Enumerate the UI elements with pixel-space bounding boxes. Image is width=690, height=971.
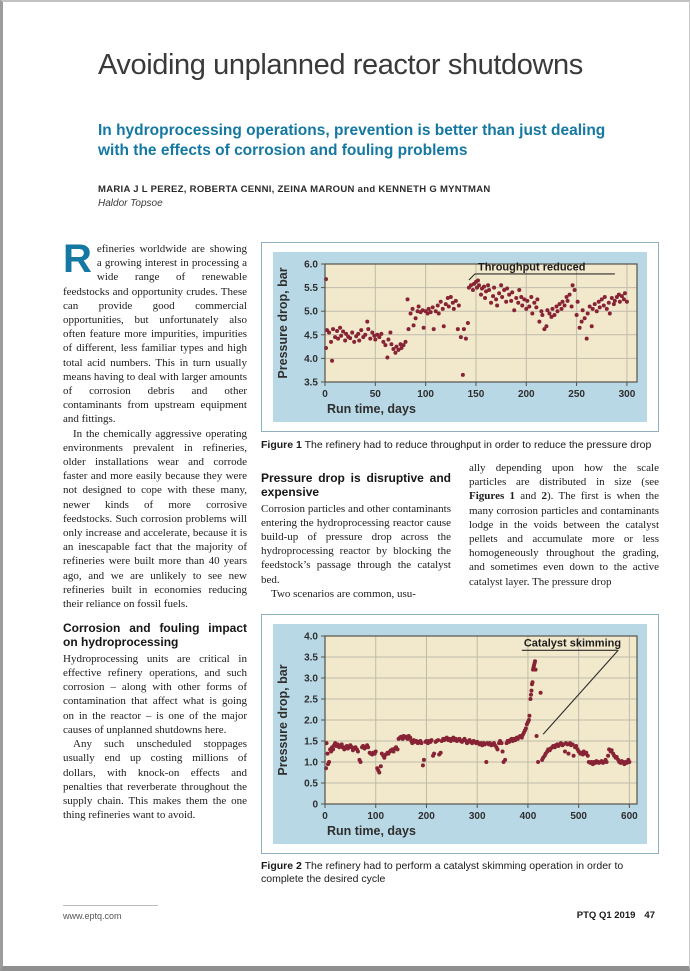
body-column-middle: Pressure drop is disruptive and expensiv… <box>261 461 451 601</box>
svg-text:100: 100 <box>367 811 384 822</box>
figure-2-caption-text: The refinery had to perform a catalyst s… <box>261 860 624 886</box>
svg-text:300: 300 <box>619 389 636 400</box>
figure-1-caption-text: The refinery had to reduce throughput in… <box>301 439 652 451</box>
footer-journal-info: PTQ Q1 2019 47 <box>577 910 655 921</box>
svg-text:3.5: 3.5 <box>304 378 318 389</box>
article-subtitle: In hydroprocessing operations, preventio… <box>98 122 606 160</box>
svg-text:200: 200 <box>518 389 535 400</box>
figure-1-scatter-chart: 0 50 100 150 200 250 300 3.5 4.0 4.5 5.0 5.5 6.0 Run … <box>273 252 647 422</box>
svg-text:Run time, days: Run time, days <box>327 402 416 416</box>
svg-text:5.0: 5.0 <box>304 307 318 318</box>
svg-text:300: 300 <box>469 811 486 822</box>
svg-text:Run time, days: Run time, days <box>327 824 416 838</box>
figure-1-caption-label: Figure 1 <box>261 439 302 451</box>
svg-text:100: 100 <box>417 389 434 400</box>
svg-text:3.5: 3.5 <box>304 653 318 664</box>
svg-text:Catalyst skimming: Catalyst skimming <box>524 638 621 650</box>
paragraph: Hydroprocessing units are critical in ef… <box>63 652 247 736</box>
svg-text:0.5: 0.5 <box>304 779 318 790</box>
svg-text:0: 0 <box>322 811 328 822</box>
page-number: 47 <box>644 910 655 921</box>
article-authors: MARIA J L PEREZ, ROBERTA CENNI, ZEINA MA… <box>98 184 491 195</box>
paragraph-text: efineries worldwide are showing a growin… <box>63 243 247 426</box>
svg-text:200: 200 <box>418 811 435 822</box>
footer-rule <box>63 905 158 906</box>
figure-1-caption: Figure 1 The refinery had to reduce thro… <box>261 439 659 452</box>
figure-2-scatter-chart: 0 100 200 300 400 500 600 0 0.5 1.0 1.5 2.0 2.5 3.0 3.… <box>273 624 647 844</box>
svg-text:Pressure drop, bar: Pressure drop, bar <box>276 664 290 775</box>
svg-text:150: 150 <box>468 389 485 400</box>
svg-text:6.0: 6.0 <box>304 260 318 271</box>
svg-text:2.0: 2.0 <box>304 716 318 727</box>
figure-2: 0 100 200 300 400 500 600 0 0.5 1.0 1.5 2.0 2.5 3.0 3.… <box>261 614 659 854</box>
drop-cap: R <box>63 237 92 281</box>
svg-text:400: 400 <box>520 811 537 822</box>
svg-text:4.5: 4.5 <box>304 330 318 341</box>
svg-text:3.0: 3.0 <box>304 674 318 685</box>
figure-reference: 2 <box>541 490 547 503</box>
svg-text:1.0: 1.0 <box>304 758 318 769</box>
svg-text:0: 0 <box>312 800 318 811</box>
svg-text:4.0: 4.0 <box>304 354 318 365</box>
journal-issue: PTQ Q1 2019 <box>576 910 636 921</box>
svg-text:50: 50 <box>370 389 382 400</box>
section-heading-pressure-drop: Pressure drop is disruptive and expensiv… <box>261 471 451 499</box>
svg-text:1.5: 1.5 <box>304 737 318 748</box>
svg-text:500: 500 <box>570 811 587 822</box>
paragraph: Any such unscheduled stoppages usually e… <box>63 738 247 822</box>
svg-text:Throughput reduced: Throughput reduced <box>478 262 586 274</box>
paragraph: Two scenarios are common, usu- <box>271 587 416 600</box>
article-affiliation: Haldor Topsoe <box>98 198 163 209</box>
footer-website: www.eptq.com <box>63 911 122 921</box>
paragraph: In the chemically aggressive operating e… <box>63 427 247 611</box>
svg-text:250: 250 <box>568 389 585 400</box>
figure-2-caption: Figure 2 The refinery had to perform a c… <box>261 860 659 886</box>
figure-reference: Figures 1 <box>469 490 516 503</box>
figure-1: 0 50 100 150 200 250 300 3.5 4.0 4.5 5.0 5.5 6.0 Run … <box>261 242 659 432</box>
svg-text:4.0: 4.0 <box>304 632 318 643</box>
svg-text:600: 600 <box>621 811 638 822</box>
paragraph: Corrosion particles and other contaminan… <box>261 502 451 586</box>
svg-text:2.5: 2.5 <box>304 695 318 706</box>
svg-text:0: 0 <box>322 389 328 400</box>
paragraph-text: ). The first is when the many corrosion … <box>469 490 659 588</box>
paragraph-text: ally depending upon how the scale partic… <box>469 462 659 489</box>
figure-2-caption-label: Figure 2 <box>261 860 302 872</box>
page-title: Avoiding unplanned reactor shutdowns <box>98 49 583 81</box>
paragraph: ally depending upon how the scale partic… <box>469 461 659 589</box>
body-column-right: ally depending upon how the scale partic… <box>469 461 659 589</box>
paragraph-text: and <box>515 490 542 503</box>
svg-text:5.5: 5.5 <box>304 283 318 294</box>
section-heading-corrosion: Corrosion and fouling impact on hydropro… <box>63 621 247 650</box>
svg-text:Pressure drop, bar: Pressure drop, bar <box>276 267 290 378</box>
